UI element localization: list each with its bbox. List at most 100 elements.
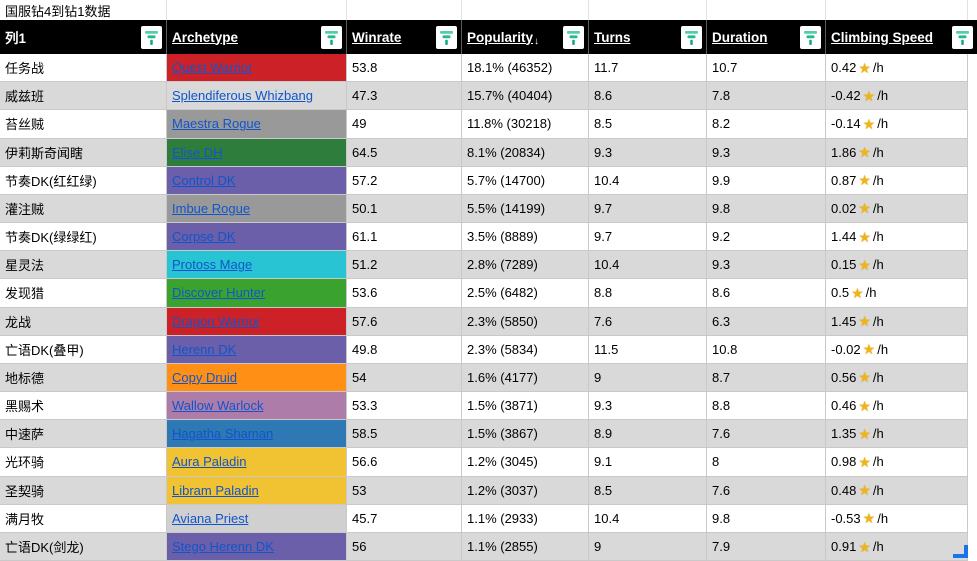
cell-deck-name: 节奏DK(红红绿) [0, 166, 167, 195]
star-icon: ★ [858, 59, 871, 76]
cell-popularity: 2.3% (5834) [462, 335, 589, 364]
column-header-climbing-speed[interactable]: Climbing Speed [826, 20, 977, 54]
duration-value: 8.7 [712, 369, 731, 385]
table-row: 中速萨 Hagatha Shaman 58.5 1.5% (3867) 8.9 … [0, 420, 968, 449]
deck-name-cn: 节奏DK(绿绿红) [5, 230, 97, 246]
winrate-value: 53.6 [352, 285, 378, 301]
archetype-link[interactable]: Corpse DK [172, 229, 236, 245]
popularity-value: 1.2% (3037) [467, 482, 538, 498]
deck-name-cn: 圣契骑 [5, 483, 45, 499]
climbing-unit: /h [872, 313, 884, 329]
duration-value: 8.8 [712, 398, 731, 414]
filter-button[interactable] [141, 25, 162, 49]
climbing-unit: /h [872, 426, 884, 442]
archetype-link[interactable]: Imbue Rogue [172, 200, 251, 216]
archetype-link[interactable]: Quest Warrior [172, 60, 253, 76]
duration-value: 9.8 [712, 510, 731, 526]
star-icon: ★ [862, 341, 876, 358]
cell-popularity: 15.7% (40404) [462, 82, 589, 111]
archetype-link[interactable]: Elise DH [172, 144, 223, 160]
archetype-link[interactable]: Wallow Warlock [172, 398, 264, 414]
filter-button[interactable] [563, 25, 584, 49]
cell-deck-name: 光环骑 [0, 448, 167, 477]
winrate-value: 58.5 [352, 426, 378, 442]
archetype-link[interactable]: Aviana Priest [172, 510, 249, 526]
duration-value: 7.8 [712, 88, 731, 104]
cell-winrate: 58.5 [347, 420, 462, 449]
cell-archetype: Discover Hunter [167, 279, 347, 308]
column-header-duration[interactable]: Duration [707, 20, 826, 54]
filter-funnel-icon [436, 25, 457, 49]
climbing-unit: /h [872, 229, 884, 245]
duration-value: 7.6 [712, 426, 731, 442]
cell-archetype: Wallow Warlock [167, 392, 347, 421]
turns-value: 9.3 [594, 398, 613, 414]
turns-value: 11.5 [594, 341, 619, 357]
archetype-link[interactable]: Protoss Mage [172, 257, 253, 273]
archetype-link[interactable]: Splendiferous Whizbang [172, 88, 313, 104]
filter-button[interactable] [800, 25, 821, 49]
cell-turns: 9.3 [589, 138, 707, 167]
duration-value: 10.8 [712, 341, 738, 357]
turns-value: 9 [594, 369, 602, 385]
turns-value: 8.8 [594, 285, 613, 301]
star-icon: ★ [858, 397, 871, 414]
table-row: 灌注贼 Imbue Rogue 50.1 5.5% (14199) 9.7 9.… [0, 194, 968, 224]
archetype-link[interactable]: Herenn DK [172, 341, 237, 357]
deck-name-cn: 任务战 [5, 61, 45, 77]
archetype-link[interactable]: Copy Druid [172, 369, 238, 385]
cell-winrate: 53.6 [347, 279, 462, 308]
turns-value: 7.6 [594, 313, 613, 329]
duration-value: 7.9 [712, 539, 731, 554]
cell-duration: 9.3 [707, 138, 826, 167]
archetype-link[interactable]: Dragon Warrior [172, 313, 261, 329]
archetype-link[interactable]: Aura Paladin [172, 454, 247, 470]
cell-winrate: 51.2 [347, 251, 462, 280]
cell-popularity: 2.8% (7289) [462, 251, 589, 280]
cell-turns: 9 [589, 532, 707, 561]
cell-deck-name: 节奏DK(绿绿红) [0, 223, 167, 252]
cell-popularity: 1.1% (2855) [462, 532, 589, 561]
column-header-popularity[interactable]: Popularity↓ [462, 20, 589, 54]
cell-duration: 9.9 [707, 166, 826, 195]
column-header-col1[interactable]: 列1 [0, 20, 167, 54]
cell-popularity: 1.2% (3037) [462, 476, 589, 505]
cell-archetype: Stego Herenn DK [167, 532, 347, 561]
cell-popularity: 5.5% (14199) [462, 194, 589, 224]
archetype-link[interactable]: Maestra Rogue [172, 116, 261, 132]
cell-archetype: Libram Paladin [167, 476, 347, 505]
archetype-link[interactable]: Hagatha Shaman [172, 426, 274, 442]
archetype-link[interactable]: Discover Hunter [172, 285, 266, 301]
cell-winrate: 57.2 [347, 166, 462, 195]
filter-button[interactable] [681, 25, 702, 49]
cell-deck-name: 亡语DK(叠甲) [0, 335, 167, 364]
archetype-link[interactable]: Stego Herenn DK [172, 539, 274, 554]
table-row: 亡语DK(叠甲) Herenn DK 49.8 2.3% (5834) 11.5… [0, 335, 968, 364]
range-corner-handle[interactable] [953, 545, 968, 558]
archetype-link[interactable]: Libram Paladin [172, 482, 259, 498]
cell-popularity: 1.1% (2933) [462, 504, 589, 533]
cell-duration: 9.8 [707, 504, 826, 533]
column-header-winrate[interactable]: Winrate [347, 20, 462, 54]
climbing-unit: /h [877, 116, 889, 132]
cell-turns: 8.5 [589, 110, 707, 139]
column-header-archetype[interactable]: Archetype [167, 20, 347, 54]
column-header-turns[interactable]: Turns [589, 20, 707, 54]
cell-climbing-speed: 0.98 ★/h [826, 448, 968, 477]
climbing-value: 0.46 [831, 398, 857, 414]
filter-button[interactable] [952, 25, 973, 49]
cell-duration: 7.6 [707, 476, 826, 505]
deck-name-cn: 龙战 [5, 314, 32, 330]
duration-value: 9.3 [712, 257, 731, 273]
filter-button[interactable] [321, 25, 342, 49]
star-icon: ★ [858, 144, 871, 161]
table-row: 发现猎 Discover Hunter 53.6 2.5% (6482) 8.8… [0, 279, 968, 308]
winrate-value: 47.3 [352, 88, 378, 104]
star-icon: ★ [858, 425, 871, 442]
archetype-link[interactable]: Control DK [172, 172, 236, 188]
climbing-unit: /h [872, 60, 884, 76]
cell-deck-name: 龙战 [0, 307, 167, 336]
cell-turns: 10.4 [589, 504, 707, 533]
filter-button[interactable] [436, 25, 457, 49]
deck-name-cn: 亡语DK(剑龙) [5, 540, 84, 555]
